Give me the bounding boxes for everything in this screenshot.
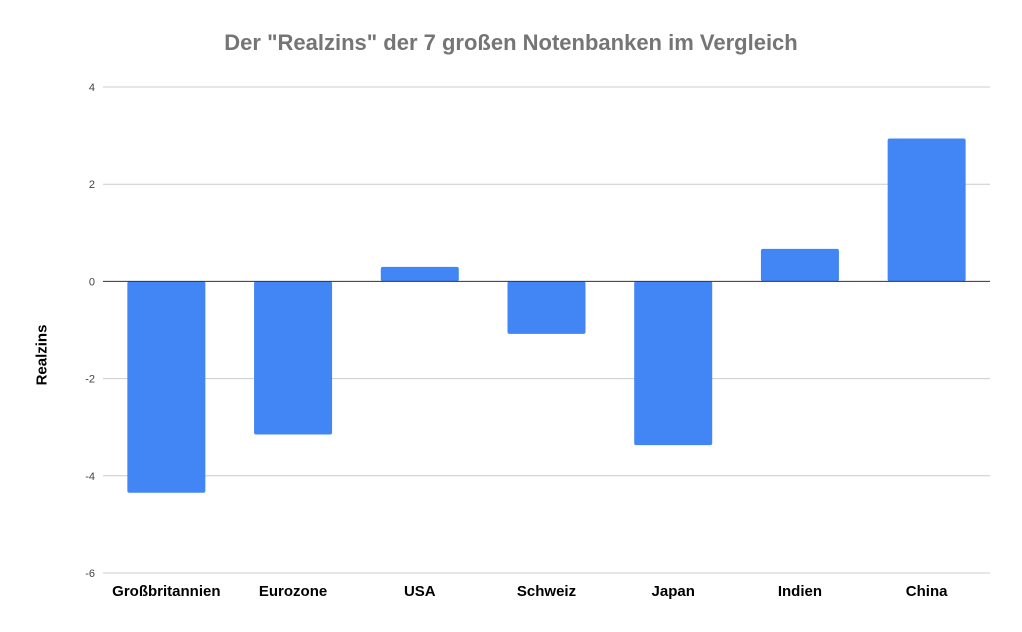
y-tick-label: 2 [89,179,95,191]
chart-title: Der "Realzins" der 7 großen Notenbanken … [224,30,798,55]
x-tick-label: USA [404,583,436,600]
bar [887,138,966,282]
bar [760,248,839,282]
y-tick-label: -4 [85,471,95,483]
bar [254,281,333,435]
x-tick-label: Schweiz [517,583,576,600]
x-tick-label: Japan [652,583,695,600]
y-tick-label: 0 [89,276,95,288]
x-tick-label: Eurozone [259,583,327,600]
bar [127,281,206,493]
y-tick-label: -2 [85,374,95,386]
y-tick-label: -6 [85,568,95,580]
x-tick-label: Indien [778,583,822,600]
x-tick-label: China [906,583,948,600]
bar [634,281,713,446]
bar [507,281,586,334]
bar [380,266,459,282]
y-tick-label: 4 [89,82,95,94]
x-tick-label: Großbritannien [112,583,220,600]
